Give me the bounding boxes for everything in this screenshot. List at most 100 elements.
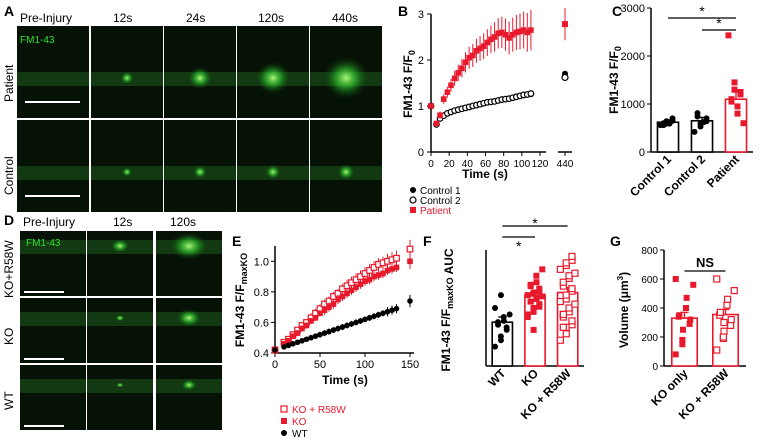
micrograph-d-r2c2	[156, 365, 222, 430]
data-point	[680, 326, 686, 333]
y-axis-label-f-subscript: maxKO	[445, 277, 455, 309]
data-point	[530, 305, 537, 311]
point-b-2	[451, 75, 458, 82]
micrograph-d-r2c0-band	[20, 379, 86, 393]
point-e-2	[330, 327, 337, 333]
data-point	[716, 308, 724, 316]
panel-a-row-patient: Patient	[2, 64, 16, 102]
point-b-2	[524, 29, 531, 36]
data-point	[497, 292, 504, 299]
micrograph-a-r0c2-signal	[187, 66, 213, 90]
point-b-2	[440, 96, 447, 102]
point-b-2	[513, 29, 520, 36]
point-e-1	[299, 325, 305, 332]
panel-a-micrographs	[17, 26, 382, 212]
micrograph-d-r2c2-signal	[180, 379, 198, 391]
micrograph-a-r1c4-signal	[337, 163, 355, 181]
data-point	[731, 86, 738, 93]
x-axis-label-b: Time (s)	[462, 167, 508, 181]
data-point	[719, 333, 727, 341]
data-point	[713, 346, 721, 354]
panel-label-g: G	[610, 233, 621, 249]
data-point	[727, 321, 735, 329]
panel-label-d: D	[4, 212, 14, 228]
data-point	[506, 311, 513, 318]
micrograph-d-r1c2	[156, 298, 222, 363]
point-e-1	[366, 276, 373, 283]
x-tick-label-b: 120	[532, 159, 549, 170]
data-point	[694, 113, 701, 120]
point-b-2	[459, 65, 465, 72]
data-point	[683, 305, 689, 311]
point-e-2	[326, 328, 332, 335]
point-b-2	[488, 36, 494, 43]
data-point	[536, 285, 543, 292]
panel-a-col-12s: 12s	[113, 11, 132, 25]
data-point	[562, 291, 570, 299]
panel-a-col-120s: 120s	[258, 11, 284, 25]
point-b-2	[428, 103, 434, 109]
point-b-2	[455, 70, 462, 76]
data-point	[559, 323, 567, 331]
x-tick-label-e: 50	[314, 359, 326, 371]
data-point	[730, 287, 738, 295]
data-point	[539, 293, 546, 300]
point-b-2	[466, 54, 472, 61]
point-b-2	[491, 34, 498, 40]
y-tick-label: 200	[641, 333, 658, 344]
point-b-2	[477, 45, 483, 52]
data-point	[559, 278, 567, 286]
panel-d-row-wt: WT	[2, 391, 16, 410]
data-point	[527, 298, 534, 305]
data-point	[533, 279, 540, 286]
point-e-2	[366, 315, 373, 321]
micrograph-d-r2c0	[20, 365, 86, 430]
data-point	[728, 98, 735, 105]
legend-label-b: Control 2	[420, 196, 461, 207]
point-e-1	[326, 304, 332, 310]
data-point	[556, 336, 564, 344]
y-axis-label-e-subscript: maxKO	[239, 253, 249, 285]
point-e-1	[389, 266, 395, 272]
point-e-2	[348, 321, 355, 327]
point-b-2	[484, 39, 491, 46]
panel-label-f: F	[423, 233, 432, 249]
data-point	[660, 122, 667, 129]
point-e-2	[272, 347, 278, 353]
data-point	[497, 333, 504, 340]
point-e-2	[281, 344, 287, 350]
point-e-2	[407, 298, 413, 304]
panel-label-c: C	[612, 3, 622, 19]
point-b-2	[528, 27, 534, 33]
data-point	[565, 304, 573, 312]
data-point	[691, 128, 698, 135]
point-e-2	[312, 333, 319, 339]
point-e-1	[357, 281, 364, 288]
point-e-2	[321, 330, 328, 336]
y-tick-label-e: 0.6	[254, 317, 269, 329]
legend-marker-b	[410, 187, 416, 193]
x-tick-label-b: 0	[428, 159, 434, 170]
data-point	[503, 324, 510, 331]
point-e-1	[303, 322, 310, 329]
panel-d-micrographs	[20, 231, 222, 430]
point-e-2	[384, 308, 391, 315]
data-point	[700, 119, 707, 126]
point-b-2	[495, 30, 502, 37]
panel-label-a: A	[4, 3, 14, 19]
data-point	[672, 276, 679, 282]
data-point	[727, 316, 735, 324]
legend-marker-b	[410, 207, 416, 213]
micrograph-a-r0c0-band	[17, 72, 89, 86]
micrograph-d-r1c0-band	[20, 312, 86, 326]
data-point	[723, 301, 731, 309]
x-tick-label-b: 20	[444, 159, 456, 170]
data-point	[666, 120, 673, 127]
point-e-1	[317, 310, 323, 317]
y-tick-label-e: 0.8	[254, 287, 269, 299]
point-e-1	[362, 278, 368, 284]
y-tick-label: 1000	[621, 99, 645, 111]
significance-mark-f: *	[532, 215, 538, 231]
panel-a-col-440s: 440s	[332, 11, 358, 25]
point-e-1	[285, 337, 292, 344]
